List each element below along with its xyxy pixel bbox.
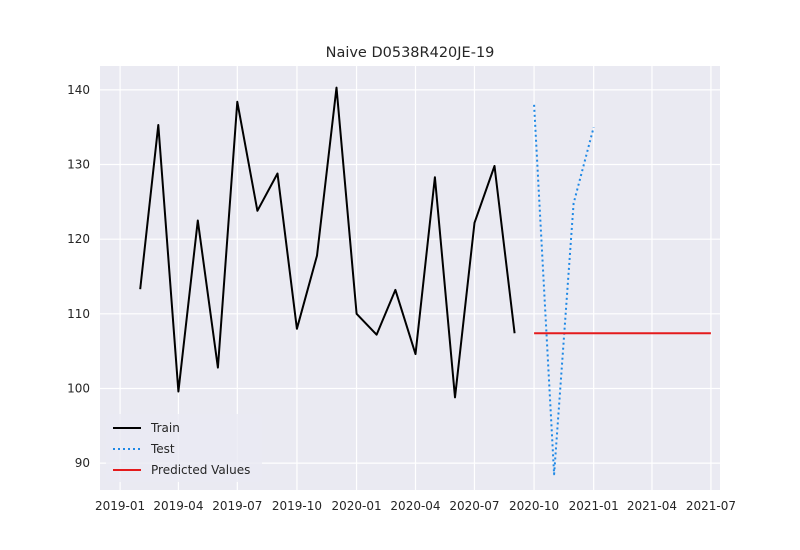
legend: Train Test Predicted Values (106, 414, 262, 482)
series-line-0 (139, 86, 516, 399)
y-axis-ticks: 90 100 110 120 130 140 (67, 83, 90, 470)
x-tick-label: 2020-10 (509, 499, 559, 513)
legend-label: Train (150, 421, 180, 435)
grid (100, 66, 720, 490)
x-tick-label: 2019-01 (95, 499, 145, 513)
x-tick-label: 2020-01 (331, 499, 381, 513)
x-tick-label: 2021-07 (686, 499, 736, 513)
x-tick-label: 2019-07 (212, 499, 262, 513)
y-tick-label: 120 (67, 232, 90, 246)
series-line-1 (533, 104, 595, 476)
x-tick-label: 2019-10 (272, 499, 322, 513)
legend-box (106, 414, 262, 482)
x-tick-label: 2020-04 (390, 499, 440, 513)
x-axis-ticks: 2019-01 2019-04 2019-07 2019-10 2020-01 2020-… (95, 499, 736, 513)
x-tick-label: 2019-04 (153, 499, 203, 513)
y-tick-label: 130 (67, 158, 90, 172)
y-tick-label: 140 (67, 83, 90, 97)
y-tick-label: 90 (75, 456, 90, 470)
legend-label: Test (150, 442, 175, 456)
y-tick-label: 100 (67, 381, 90, 395)
y-tick-label: 110 (67, 307, 90, 321)
chart-title: Naive D0538R420JE-19 (326, 45, 495, 61)
x-tick-label: 2021-04 (627, 499, 677, 513)
x-tick-label: 2021-01 (569, 499, 619, 513)
x-tick-label: 2020-07 (449, 499, 499, 513)
legend-label: Predicted Values (151, 463, 250, 477)
series-group (139, 86, 711, 476)
